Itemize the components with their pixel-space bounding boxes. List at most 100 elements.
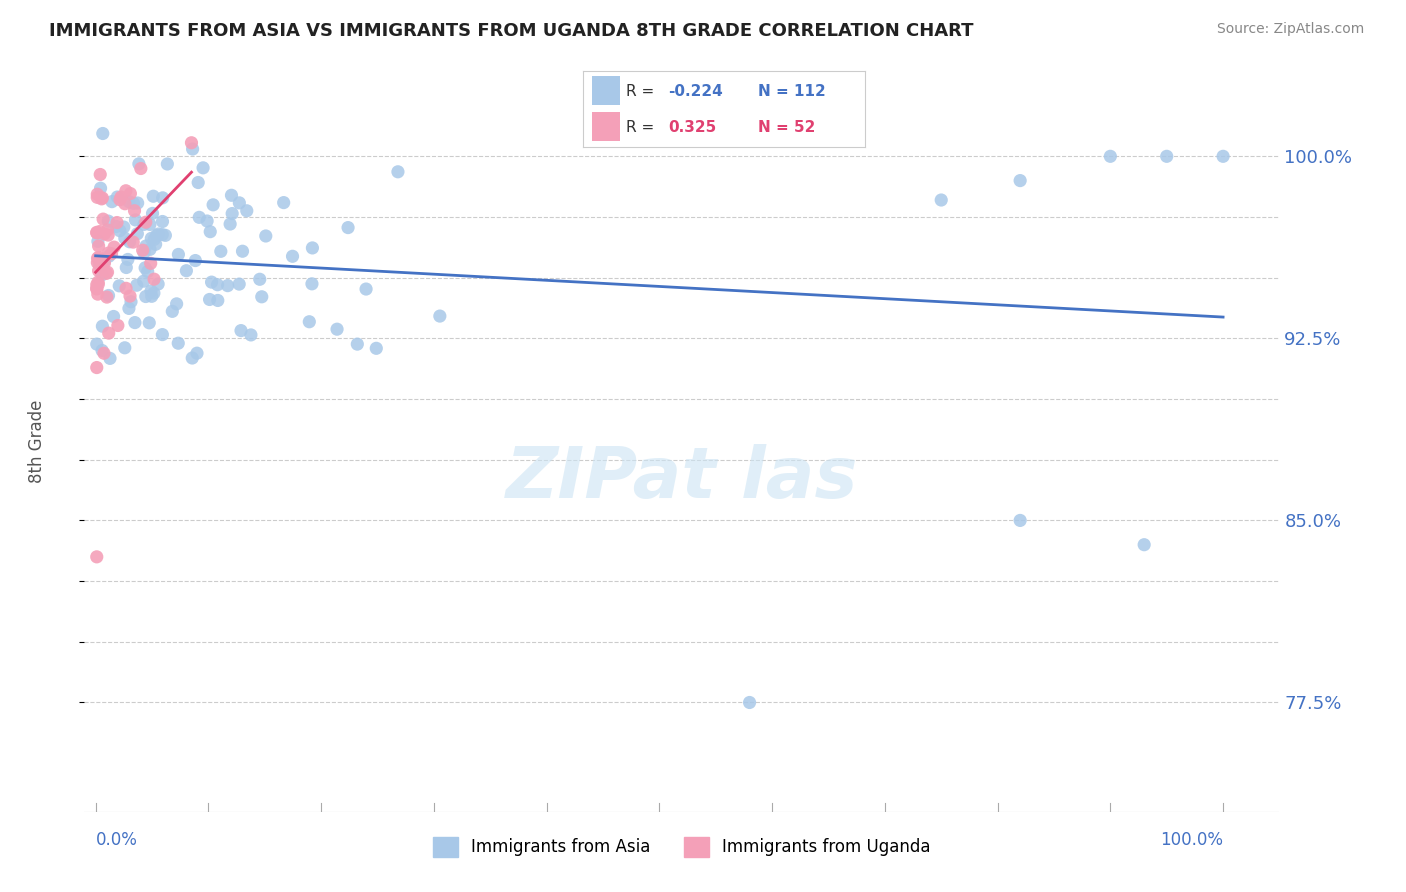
Point xyxy=(124,213,146,227)
Point xyxy=(1212,149,1234,163)
Point xyxy=(152,214,174,228)
Point xyxy=(135,215,157,229)
Point xyxy=(91,191,114,205)
Point xyxy=(103,310,125,324)
Point xyxy=(105,190,128,204)
Point xyxy=(86,277,108,292)
Point xyxy=(231,244,253,259)
Point xyxy=(301,241,323,255)
Point xyxy=(103,240,125,254)
Point xyxy=(148,227,170,241)
Point xyxy=(150,327,173,342)
Point xyxy=(150,227,173,242)
Point xyxy=(145,228,167,243)
Point xyxy=(86,190,108,204)
Point xyxy=(86,360,108,375)
Point xyxy=(97,249,120,263)
Point xyxy=(115,281,138,295)
Point xyxy=(90,181,112,195)
Point xyxy=(101,194,124,209)
Text: 8th Grade: 8th Grade xyxy=(28,400,45,483)
Point xyxy=(1010,513,1032,527)
Point xyxy=(198,293,221,307)
Point xyxy=(249,272,271,286)
Point xyxy=(1099,149,1122,163)
Point xyxy=(125,278,148,293)
Text: 100.0%: 100.0% xyxy=(1160,831,1223,849)
Point xyxy=(200,275,222,289)
Point xyxy=(118,235,141,249)
Point xyxy=(89,168,111,182)
Point xyxy=(122,196,145,211)
Point xyxy=(145,237,167,252)
Point xyxy=(239,327,262,342)
Point xyxy=(86,282,108,296)
Point xyxy=(91,212,114,227)
Point xyxy=(180,136,202,150)
Point xyxy=(86,549,108,564)
Point xyxy=(187,176,209,190)
Point xyxy=(100,246,122,260)
Point xyxy=(429,309,451,323)
Point xyxy=(132,245,155,260)
Point xyxy=(87,277,110,291)
Point xyxy=(301,277,323,291)
Point xyxy=(110,190,132,204)
Point xyxy=(108,193,131,207)
Text: N = 112: N = 112 xyxy=(758,84,825,99)
Point xyxy=(146,277,169,291)
Point xyxy=(87,275,110,289)
Point xyxy=(124,203,146,218)
Point xyxy=(93,227,115,241)
Bar xyxy=(592,76,620,104)
Point xyxy=(738,696,761,710)
Point xyxy=(129,161,152,176)
Point xyxy=(115,260,138,275)
Point xyxy=(156,157,179,171)
Point xyxy=(200,225,222,239)
Point xyxy=(91,319,114,334)
Point xyxy=(138,316,160,330)
Point xyxy=(217,278,239,293)
Point xyxy=(298,315,321,329)
Point xyxy=(114,341,136,355)
Point xyxy=(120,186,142,201)
Point xyxy=(97,223,120,237)
Point xyxy=(135,289,157,303)
Point xyxy=(90,268,112,282)
Text: 0.325: 0.325 xyxy=(668,120,716,135)
Point xyxy=(188,211,211,225)
Point xyxy=(326,322,349,336)
Point xyxy=(141,231,163,245)
Point xyxy=(207,277,229,292)
Point xyxy=(87,264,110,278)
Point xyxy=(132,274,155,288)
Point xyxy=(186,346,208,360)
Point xyxy=(122,235,145,249)
Point xyxy=(112,220,135,235)
Point xyxy=(209,244,232,259)
Point xyxy=(108,278,131,293)
Point xyxy=(86,187,108,202)
Point xyxy=(117,252,139,267)
Point xyxy=(141,289,163,303)
Point xyxy=(229,324,252,338)
Point xyxy=(124,316,146,330)
Point xyxy=(87,251,110,265)
Point xyxy=(139,284,162,298)
Point xyxy=(132,218,155,232)
Point xyxy=(155,228,177,243)
Point xyxy=(142,286,165,301)
Bar xyxy=(592,112,620,141)
Point xyxy=(228,277,250,291)
Point xyxy=(167,336,190,351)
Point xyxy=(254,229,277,244)
Point xyxy=(143,272,166,286)
Text: R =: R = xyxy=(626,84,659,99)
Point xyxy=(139,256,162,270)
Point xyxy=(127,196,149,211)
Point xyxy=(236,203,259,218)
Point xyxy=(184,253,207,268)
Point xyxy=(127,227,149,241)
Point xyxy=(337,220,360,235)
